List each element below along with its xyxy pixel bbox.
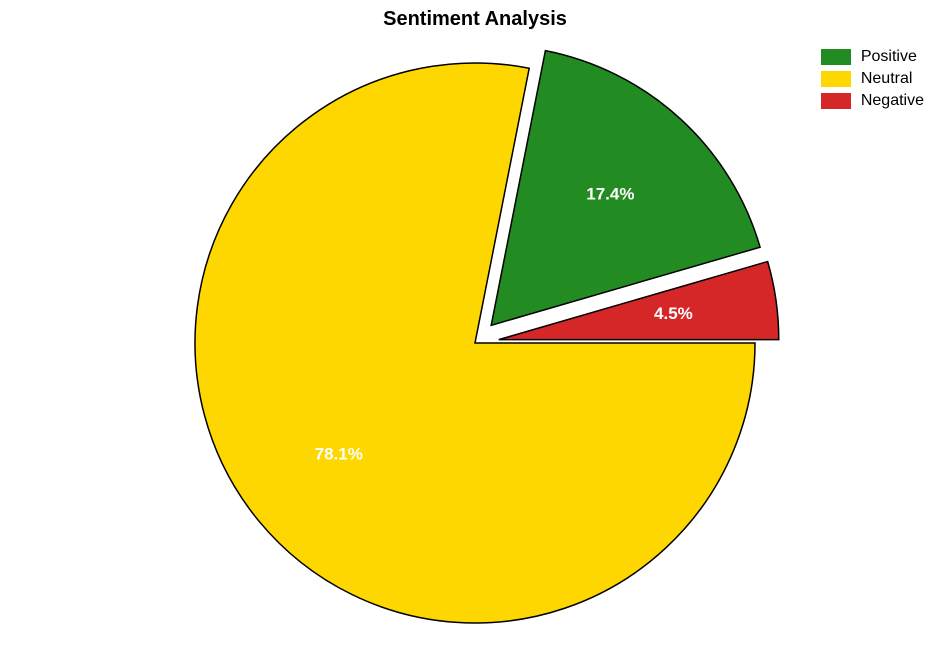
legend-swatch-negative bbox=[821, 93, 851, 109]
legend-item-neutral: Neutral bbox=[821, 70, 924, 88]
pie-label-positive: 17.4% bbox=[586, 185, 634, 204]
legend-label-neutral: Neutral bbox=[861, 70, 913, 88]
pie-chart-container: Sentiment Analysis 78.1%17.4%4.5% Positi… bbox=[0, 0, 950, 662]
pie-svg: 78.1% 17.4% 4.5% bbox=[0, 0, 950, 662]
legend: Positive Neutral Negative bbox=[821, 48, 924, 114]
legend-swatch-positive bbox=[821, 49, 851, 65]
legend-item-negative: Negative bbox=[821, 92, 924, 110]
legend-swatch-neutral bbox=[821, 71, 851, 87]
pie-label-negative: 4.5% bbox=[654, 304, 693, 323]
pie-group: 78.1% 17.4% 4.5% bbox=[195, 51, 779, 623]
legend-label-negative: Negative bbox=[861, 92, 924, 110]
pie-label-neutral: 78.1% bbox=[315, 444, 363, 463]
legend-item-positive: Positive bbox=[821, 48, 924, 66]
legend-label-positive: Positive bbox=[861, 48, 917, 66]
